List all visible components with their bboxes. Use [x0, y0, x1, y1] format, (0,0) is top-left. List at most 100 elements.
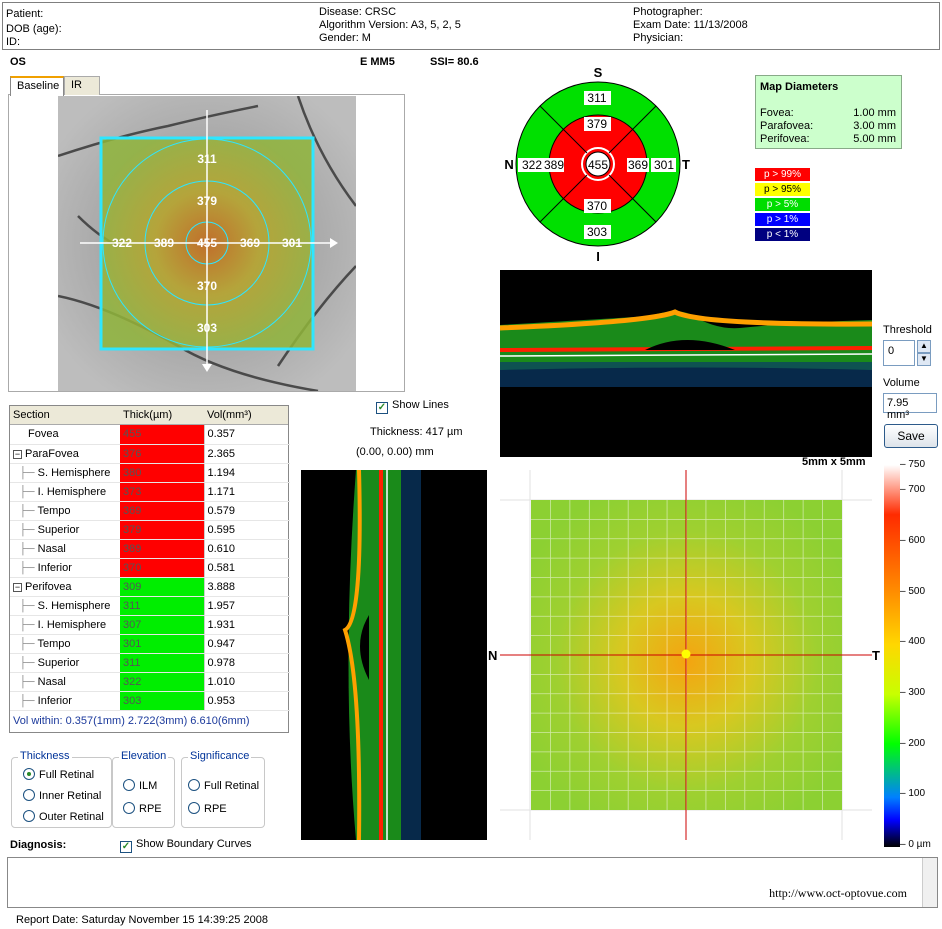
legend-item: p > 1%: [755, 213, 810, 226]
section-name: Inferior: [37, 561, 72, 574]
thickness-group: Thickness Full Retinal Inner Retinal Out…: [11, 750, 112, 828]
thickness-cell: 311: [120, 596, 204, 616]
thickness-cell: 309: [120, 577, 204, 597]
thickness-colorbar: [884, 465, 900, 847]
table-row[interactable]: ├─ Inferior 370 0.581: [10, 558, 290, 578]
radio-ilm[interactable]: ILM: [123, 779, 157, 792]
thickness-cell: 301: [120, 634, 204, 654]
table-row[interactable]: − ParaFovea 376 2.365: [10, 444, 290, 464]
table-row[interactable]: ├─ Tempo 369 0.579: [10, 501, 290, 521]
table-row[interactable]: ├─ Inferior 303 0.953: [10, 691, 290, 711]
tree-branch-icon: ├─: [19, 637, 38, 650]
thickness-cell: 303: [120, 691, 204, 711]
fundus-sup-inner: 379: [197, 194, 217, 208]
radio-sig-rpe-label: RPE: [204, 803, 227, 815]
thickness-color-map: [500, 470, 872, 840]
tree-branch-icon: ├─: [19, 466, 38, 479]
section-name: Tempo: [37, 637, 71, 650]
table-row[interactable]: ├─ S. Hemisphere 380 1.194: [10, 463, 290, 483]
volume-cell: 1.194: [203, 463, 290, 483]
collapse-icon[interactable]: −: [13, 448, 22, 459]
tree-branch-icon: ├─: [19, 561, 38, 574]
show-boundary-checkbox[interactable]: ✓ Show Boundary Curves: [120, 838, 252, 853]
section-name: Superior: [37, 523, 80, 536]
threshold-input[interactable]: 0: [883, 340, 915, 366]
radio-icon: [123, 802, 135, 814]
table-row[interactable]: Fovea 455 0.357: [10, 425, 290, 445]
section-name: Inferior: [37, 694, 72, 707]
section-name: Tempo: [37, 504, 71, 517]
radio-inner-retinal[interactable]: Inner Retinal: [23, 789, 101, 802]
ssi-label: SSI= 80.6: [430, 56, 479, 68]
tree-branch-icon: ├─: [19, 599, 38, 612]
table-row[interactable]: ├─ Nasal 322 1.010: [10, 672, 290, 692]
table-row[interactable]: ├─ Superior 311 0.978: [10, 653, 290, 673]
thickness-cell: 380: [120, 463, 204, 483]
section-name: Superior: [37, 656, 80, 669]
threshold-spinner[interactable]: 0 ▲ ▼: [883, 340, 931, 366]
section-name: I. Hemisphere: [37, 485, 107, 498]
section-name: Perifovea: [25, 580, 72, 593]
tab-ir[interactable]: IR: [64, 76, 100, 95]
table-row[interactable]: ├─ I. Hemisphere 307 1.931: [10, 615, 290, 635]
volume-cell: 1.171: [203, 482, 290, 502]
table-row[interactable]: ├─ S. Hemisphere 311 1.957: [10, 596, 290, 616]
section-name: Fovea: [28, 428, 59, 441]
sector-sup-outer: 311: [587, 91, 606, 105]
colorbar-tick-label: – 200: [900, 737, 926, 749]
table-header: Section Thick(µm) Vol(mm³): [10, 406, 288, 425]
perifovea-diameter-value: 5.00 mm: [853, 133, 896, 145]
radio-icon: [123, 779, 135, 791]
section-thickness-table: Section Thick(µm) Vol(mm³) Fovea 455 0.357…: [9, 405, 290, 733]
radio-icon: [188, 779, 200, 791]
section-name: Nasal: [37, 675, 66, 688]
show-lines-checkbox[interactable]: ✓ Show Lines: [376, 399, 449, 414]
sector-s-label: S: [594, 65, 603, 80]
tree-branch-icon: ├─: [19, 656, 38, 669]
spinner-down-icon[interactable]: ▼: [917, 353, 931, 366]
legend-item: p > 5%: [755, 198, 810, 211]
volume-cell: 2.365: [203, 444, 290, 464]
radio-full-retinal[interactable]: Full Retinal: [23, 768, 94, 781]
radio-inner-retinal-label: Inner Retinal: [39, 790, 102, 802]
table-row[interactable]: ├─ Tempo 301 0.947: [10, 634, 290, 654]
tab-baseline[interactable]: Baseline: [10, 76, 64, 96]
radio-sig-full-retinal[interactable]: Full Retinal: [188, 779, 259, 792]
save-button[interactable]: Save: [884, 424, 938, 448]
table-row[interactable]: ├─ Superior 379 0.595: [10, 520, 290, 540]
radio-selected-icon: [23, 768, 35, 780]
id-label: ID:: [6, 36, 21, 48]
volume-cell: 3.888: [203, 577, 290, 597]
thickness-group-title: Thickness: [18, 750, 72, 762]
table-row[interactable]: ├─ Nasal 389 0.610: [10, 539, 290, 559]
report-date: Report Date: Saturday November 15 14:39:…: [16, 914, 268, 926]
diagnosis-field[interactable]: http://www.oct-optovue.com: [7, 857, 938, 908]
colorbar-tick-label: – 300: [900, 687, 926, 698]
radio-rpe-elevation[interactable]: RPE: [123, 802, 162, 815]
elevation-group-title: Elevation: [119, 750, 169, 762]
sector-nasal-inner: 389: [544, 158, 564, 172]
patient-header: Patient: DOB (age): ID: Disease: CRSC Al…: [2, 2, 940, 50]
website-url: http://www.oct-optovue.com: [769, 886, 907, 900]
volume-cell: 1.931: [203, 615, 290, 635]
radio-sig-rpe[interactable]: RPE: [188, 802, 227, 815]
volume-cell: 0.579: [203, 501, 290, 521]
redacted-dob: [64, 21, 147, 32]
spinner-up-icon[interactable]: ▲: [917, 340, 931, 353]
sector-temp-outer: 301: [654, 158, 674, 172]
volume-cell: 1.957: [203, 596, 290, 616]
section-name: ParaFovea: [25, 447, 79, 460]
disease-field: Disease: CRSC: [319, 6, 397, 18]
collapse-icon[interactable]: −: [13, 581, 22, 592]
gender-field: Gender: M: [319, 32, 371, 44]
table-row[interactable]: − Perifovea 309 3.888: [10, 577, 290, 597]
thickness-cell: 373: [120, 482, 204, 502]
patient-label: Patient:: [6, 8, 44, 20]
elevation-group: Elevation ILM RPE: [112, 750, 175, 828]
thickness-cell: 389: [120, 539, 204, 559]
diagnosis-scrollbar[interactable]: [922, 858, 937, 907]
radio-outer-retinal[interactable]: Outer Retinal: [23, 810, 104, 823]
table-row[interactable]: ├─ I. Hemisphere 373 1.171: [10, 482, 290, 502]
colorbar-tick-label: – 700: [900, 484, 926, 496]
fundus-inf-outer: 303: [197, 321, 217, 335]
